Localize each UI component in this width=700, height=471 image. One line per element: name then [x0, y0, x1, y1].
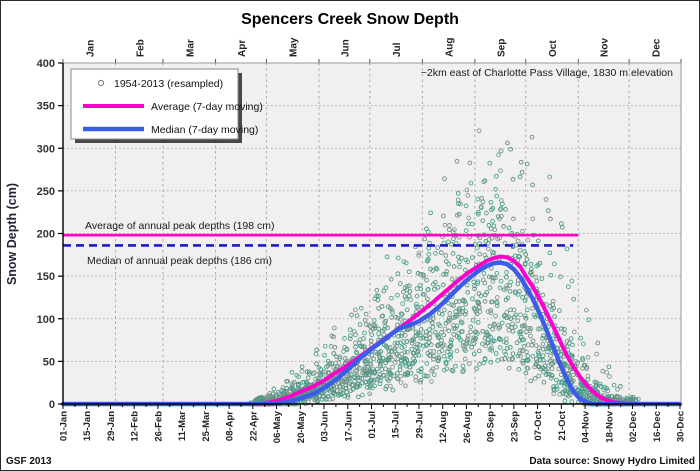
month-label: Mar [185, 39, 196, 57]
y-axis-title: Snow Depth (cm) [5, 183, 19, 285]
month-label: Jun [340, 39, 351, 57]
month-label: Feb [135, 39, 146, 57]
x-tick-label: 29-Jan [106, 411, 117, 441]
x-tick-label: 26-Feb [153, 411, 164, 442]
chart-body: 0 50 100 150 200 250 300 350 400 01-Jan 15-Jan 29-J… [37, 37, 687, 443]
x-tick-label: 12-Feb [130, 411, 141, 442]
y-tick-label: 250 [37, 186, 55, 198]
legend-label-average: Average (7-day moving) [151, 101, 263, 113]
x-tick-label: 15-Jul [391, 411, 402, 438]
x-tick-label: 22-Apr [248, 411, 259, 441]
y-tick-label: 400 [37, 58, 55, 70]
month-label: May [289, 37, 300, 57]
x-tick-label: 25-Mar [201, 411, 212, 442]
x-tick-labels: 01-Jan 15-Jan 29-Jan 12-Feb 26-Feb 11-Mar 25-M… [59, 404, 687, 443]
x-tick-label: 16-Dec [652, 411, 663, 442]
x-tick-label: 17-Jun [343, 411, 354, 442]
location-annotation: ~2km east of Charlotte Pass Village, 183… [421, 67, 673, 79]
scatter-marker-icon [97, 79, 105, 87]
y-tick-label: 350 [37, 101, 55, 113]
median-peak-ref-label: Median of annual peak depths (186 cm) [87, 255, 272, 267]
footer-credit: GSF 2013 [6, 456, 52, 467]
x-tick-label: 01-Jul [367, 411, 378, 438]
x-tick-label: 09-Sep [486, 411, 497, 442]
month-label: Oct [548, 40, 559, 57]
month-label: Apr [237, 40, 248, 57]
x-tick-label: 02-Dec [628, 411, 639, 442]
reference-lines [63, 233, 579, 247]
x-tick-label: 15-Jan [82, 411, 93, 441]
y-tick-labels: 0 50 100 150 200 250 300 350 400 [37, 58, 63, 411]
x-tick-label: 26-Aug [462, 411, 473, 443]
y-tick-label: 50 [43, 356, 55, 368]
series-curves [60, 254, 683, 407]
y-tick-label: 200 [37, 229, 55, 241]
y-tick-label: 0 [49, 399, 55, 411]
x-tick-label: 11-Mar [177, 411, 188, 441]
footer-data-source: Data source: Snowy Hydro Limited [529, 456, 695, 467]
x-tick-label: 18-Nov [604, 410, 615, 442]
month-label: Nov [600, 38, 611, 57]
x-tick-label: 21-Oct [557, 410, 568, 440]
x-tick-label: 30-Dec [676, 411, 687, 442]
month-label: Sep [496, 39, 507, 57]
x-tick-label: 29-Jul [414, 411, 425, 438]
y-tick-label: 300 [37, 143, 55, 155]
x-tick-label: 20-May [296, 410, 307, 443]
x-tick-label: 03-Jun [320, 411, 331, 442]
x-tick-label: 06-May [272, 410, 283, 443]
month-label: Dec [651, 38, 662, 57]
month-label: Aug [445, 38, 456, 57]
month-label: Jan [85, 40, 96, 57]
x-tick-label: 04-Nov [581, 410, 592, 442]
month-label: Jul [392, 42, 403, 57]
x-tick-label: 01-Jan [59, 411, 70, 441]
x-tick-label: 23-Sep [509, 411, 520, 442]
legend-label-scatter: 1954-2013 (resampled) [114, 78, 223, 90]
y-tick-label: 150 [37, 271, 55, 283]
x-tick-label: 07-Oct [533, 410, 544, 440]
average-peak-ref-label: Average of annual peak depths (198 cm) [85, 220, 275, 232]
x-tick-label: 08-Apr [225, 411, 236, 441]
chart-title: Spencers Creek Snow Depth [241, 11, 459, 28]
legend-label-median: Median (7-day moving) [151, 124, 258, 136]
y-tick-label: 100 [37, 314, 55, 326]
legend: 1954-2013 (resampled) Average (7-day mov… [70, 68, 263, 143]
x-tick-label: 12-Aug [438, 411, 449, 443]
month-axis-labels: Jan Feb Mar Apr May Jun Jul Aug Sep Oct Nov Dec [62, 37, 682, 63]
